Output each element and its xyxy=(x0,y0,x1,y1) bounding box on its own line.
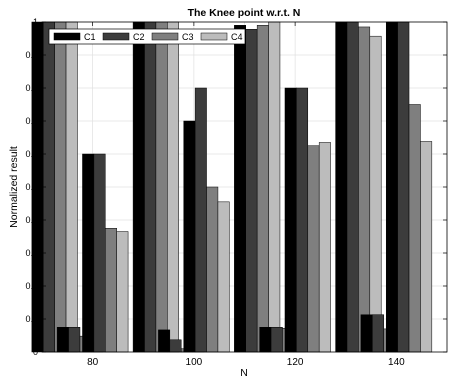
y-tick-label: 0.2 xyxy=(25,281,38,291)
x-tick-label: 80 xyxy=(87,357,99,368)
legend-label-c1: C1 xyxy=(84,32,96,42)
legend-swatch-c2 xyxy=(102,32,130,41)
bar-c2 xyxy=(296,87,309,353)
bar-c2 xyxy=(93,153,106,353)
x-ticks: 80 100 120 140 xyxy=(87,22,405,368)
y-tick-label: 0.7 xyxy=(25,116,38,126)
legend-swatch-c3 xyxy=(151,32,179,41)
bar-c4 xyxy=(167,21,179,353)
bar-c4 xyxy=(420,141,433,353)
bar-c2 xyxy=(245,29,258,353)
bar-c1 xyxy=(82,153,95,353)
x-tick-label: 140 xyxy=(388,357,405,368)
bar-c1 xyxy=(335,21,348,353)
bar-c1 xyxy=(360,314,373,353)
bar-c4 xyxy=(369,35,382,353)
bar-c2 xyxy=(144,21,157,353)
legend-label-c4: C4 xyxy=(231,32,243,42)
bar-c4 xyxy=(65,21,78,353)
y-tick-label: 1 xyxy=(33,17,38,27)
bar-c1 xyxy=(132,21,145,353)
y-tick-label: 0.4 xyxy=(25,215,38,225)
bar-c4 xyxy=(217,201,230,353)
y-ticks: 0 0.1 0.2 0.3 0.4 0.5 0.6 0.7 0.8 0.9 1 xyxy=(25,17,447,357)
bar-c3 xyxy=(256,25,269,353)
bar-c2 xyxy=(68,327,81,353)
y-tick-label: 0.8 xyxy=(25,83,38,93)
bar-c3 xyxy=(206,186,219,353)
bar-c1 xyxy=(234,25,247,353)
chart-title: The Knee point w.r.t. N xyxy=(188,7,301,19)
bar-c3 xyxy=(54,21,67,353)
bar-c3 xyxy=(358,26,371,353)
bar-c1 xyxy=(158,329,171,353)
y-tick-label: 0.5 xyxy=(25,182,38,192)
bar-c3 xyxy=(408,104,421,353)
x-axis-label: N xyxy=(240,367,248,379)
legend: C1 C2 C3 C4 xyxy=(48,28,246,45)
y-tick-label: 0.9 xyxy=(25,50,38,60)
bar-c3 xyxy=(307,145,320,353)
bar-c4 xyxy=(318,142,331,353)
bar-c1 xyxy=(259,327,272,353)
y-tick-label: 0.3 xyxy=(25,248,38,258)
legend-box xyxy=(48,28,246,45)
y-tick-label: 0.1 xyxy=(25,314,38,324)
bar-c4 xyxy=(116,231,129,353)
bar-c2 xyxy=(372,314,384,353)
y-tick-label: 0 xyxy=(33,347,38,357)
bar-c1 xyxy=(385,21,398,353)
bar-c4 xyxy=(268,21,281,353)
x-tick-label: 100 xyxy=(186,357,203,368)
bar-c3 xyxy=(105,228,117,353)
bar-c3 xyxy=(155,21,168,353)
bar-c2 xyxy=(194,87,207,353)
bar-c1 xyxy=(183,120,196,353)
bar-c2 xyxy=(169,339,182,353)
y-axis-label: Normalized result xyxy=(8,146,20,228)
legend-swatch-c4 xyxy=(200,32,228,41)
x-tick-label: 120 xyxy=(287,357,304,368)
bar-c2 xyxy=(346,21,359,353)
legend-label-c3: C3 xyxy=(182,32,194,42)
bar-c1 xyxy=(284,87,297,353)
legend-swatch-c1 xyxy=(53,32,81,41)
bars xyxy=(31,21,433,353)
legend-label-c2: C2 xyxy=(133,32,145,42)
bar-c2 xyxy=(397,21,410,353)
bar-c2 xyxy=(270,327,283,353)
y-tick-label: 0.6 xyxy=(25,149,38,159)
bar-c1 xyxy=(56,327,69,353)
